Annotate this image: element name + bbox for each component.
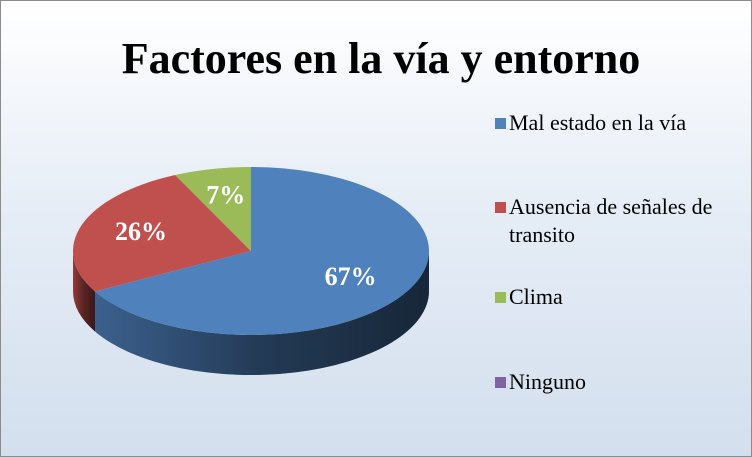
- legend-swatch: [495, 202, 506, 213]
- legend-item: Ausencia de señales de transito: [495, 193, 745, 249]
- pie-slice: [72, 174, 251, 292]
- pie-tops: [72, 167, 430, 336]
- legend-item: Clima: [495, 283, 745, 311]
- chart-title: Factores en la vía y entorno: [122, 34, 641, 83]
- pie-side-shade: [73, 251, 96, 332]
- pie-slice: [175, 167, 251, 251]
- legend-swatch: [495, 292, 506, 303]
- pie-sides: [73, 251, 430, 375]
- legend-item: Mal estado en la vía: [495, 109, 745, 137]
- legend-label: Clima: [509, 284, 563, 309]
- legend-label: Ninguno: [509, 369, 586, 394]
- pie-slice: [95, 167, 430, 336]
- pie-side-shade: [95, 251, 430, 375]
- legend-label: Ausencia de señales de transito: [509, 194, 713, 247]
- data-label: 26%: [115, 217, 167, 246]
- legend-swatch: [495, 118, 506, 129]
- legend-item: Ninguno: [495, 368, 745, 396]
- legend-label: Mal estado en la vía: [509, 110, 687, 135]
- data-label: 67%: [325, 262, 377, 291]
- legend-swatch: [495, 377, 506, 388]
- data-label: 7%: [206, 181, 245, 210]
